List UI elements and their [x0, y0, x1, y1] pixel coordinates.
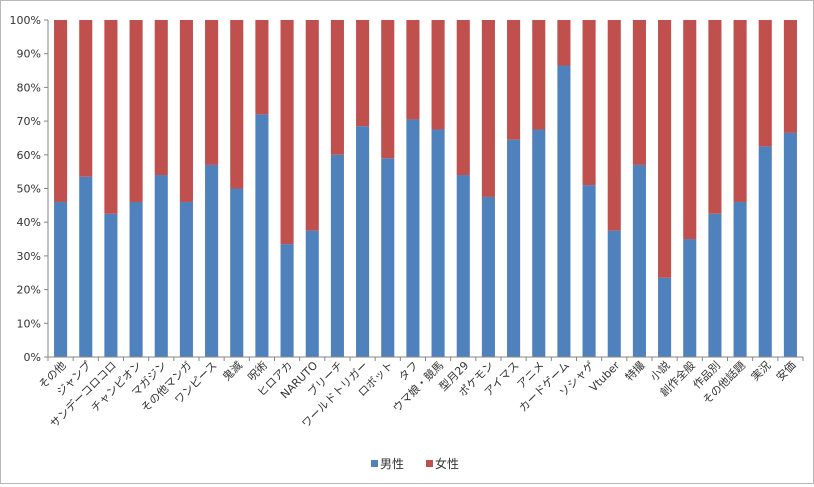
- x-tick-label: 実況: [748, 358, 773, 383]
- bar-segment-female: [179, 20, 193, 202]
- bar-segment-male: [783, 132, 797, 357]
- y-tick-label: 0%: [24, 351, 41, 364]
- bar-segment-male: [481, 196, 495, 357]
- bar-segment-male: [456, 175, 470, 357]
- bar-segment-female: [507, 20, 521, 140]
- legend: 男性 女性: [371, 456, 459, 471]
- bar-segment-male: [507, 139, 521, 357]
- bar-segment-female: [230, 20, 244, 189]
- bar-segment-female: [582, 20, 596, 186]
- bar-segment-female: [632, 20, 646, 165]
- y-tick-label: 70%: [17, 115, 41, 128]
- bar-segment-female: [758, 20, 772, 147]
- bar-segment-male: [205, 164, 219, 357]
- bar-segment-male: [708, 213, 722, 357]
- bar-segment-female: [456, 20, 470, 176]
- legend-label-female: 女性: [435, 456, 459, 471]
- bar-segment-female: [783, 20, 797, 133]
- bar-segment-female: [658, 20, 672, 278]
- bar-segment-male: [683, 239, 697, 357]
- bar-segment-male: [557, 65, 571, 357]
- bar-segment-male: [154, 175, 168, 357]
- bar-segment-female: [104, 20, 118, 214]
- bar-segment-female: [154, 20, 168, 176]
- bar-segment-female: [532, 20, 546, 130]
- bar-segment-female: [431, 20, 445, 130]
- y-tick-label: 50%: [17, 183, 41, 196]
- bar-segment-female: [557, 20, 571, 66]
- bar-segment-female: [280, 20, 294, 245]
- y-tick-label: 10%: [17, 317, 41, 330]
- bar-segment-female: [54, 20, 68, 202]
- bar-segment-male: [658, 277, 672, 357]
- bar-segment-male: [582, 185, 596, 357]
- bar-segment-male: [431, 129, 445, 357]
- legend-swatch-male: [371, 460, 378, 467]
- bar-segment-female: [356, 20, 370, 127]
- bar-segment-male: [607, 230, 621, 358]
- bar-segment-female: [381, 20, 395, 159]
- y-tick-label: 100%: [10, 14, 41, 27]
- bar-segment-female: [607, 20, 621, 231]
- bar-segment-male: [104, 213, 118, 357]
- bar-segment-male: [79, 176, 93, 357]
- bar-segment-male: [255, 114, 269, 357]
- legend-swatch-female: [426, 460, 433, 467]
- bar-segment-male: [381, 158, 395, 357]
- bar-segment-male: [406, 119, 420, 357]
- bar-segment-male: [632, 164, 646, 357]
- bars-group: [54, 20, 797, 358]
- bar-segment-male: [230, 188, 244, 357]
- bar-segment-male: [280, 244, 294, 357]
- bar-segment-female: [406, 20, 420, 120]
- bar-segment-female: [330, 20, 344, 155]
- bar-segment-male: [532, 129, 546, 357]
- legend-label-male: 男性: [380, 457, 404, 471]
- bar-segment-male: [733, 201, 747, 357]
- bar-segment-female: [683, 20, 697, 240]
- x-tick-label: 鬼滅: [219, 358, 244, 383]
- y-tick-label: 30%: [17, 250, 41, 263]
- bar-segment-female: [79, 20, 93, 177]
- y-tick-label: 80%: [17, 81, 41, 94]
- bar-segment-female: [708, 20, 722, 214]
- x-tick-label: 特撮: [622, 358, 647, 383]
- bar-segment-female: [481, 20, 495, 197]
- y-tick-labels: 0% 10% 20% 30% 40% 50% 60% 70% 80% 90% 100%: [10, 14, 41, 364]
- y-tick-label: 60%: [17, 149, 41, 162]
- bar-segment-male: [54, 201, 68, 357]
- bar-segment-male: [356, 126, 370, 358]
- bar-segment-female: [305, 20, 319, 231]
- bar-segment-male: [305, 230, 319, 358]
- y-tick-label: 90%: [17, 48, 41, 61]
- bar-segment-male: [129, 201, 143, 357]
- y-tick-label: 40%: [17, 216, 41, 229]
- bar-segment-male: [330, 154, 344, 357]
- bar-segment-male: [179, 201, 193, 357]
- bar-segment-male: [758, 146, 772, 358]
- bar-segment-female: [129, 20, 143, 202]
- axes-group: [44, 19, 804, 361]
- bar-segment-female: [733, 20, 747, 202]
- bar-segment-female: [255, 20, 269, 115]
- y-tick-label: 20%: [17, 284, 41, 297]
- x-tick-label: 安価: [773, 358, 798, 383]
- bar-segment-female: [205, 20, 219, 165]
